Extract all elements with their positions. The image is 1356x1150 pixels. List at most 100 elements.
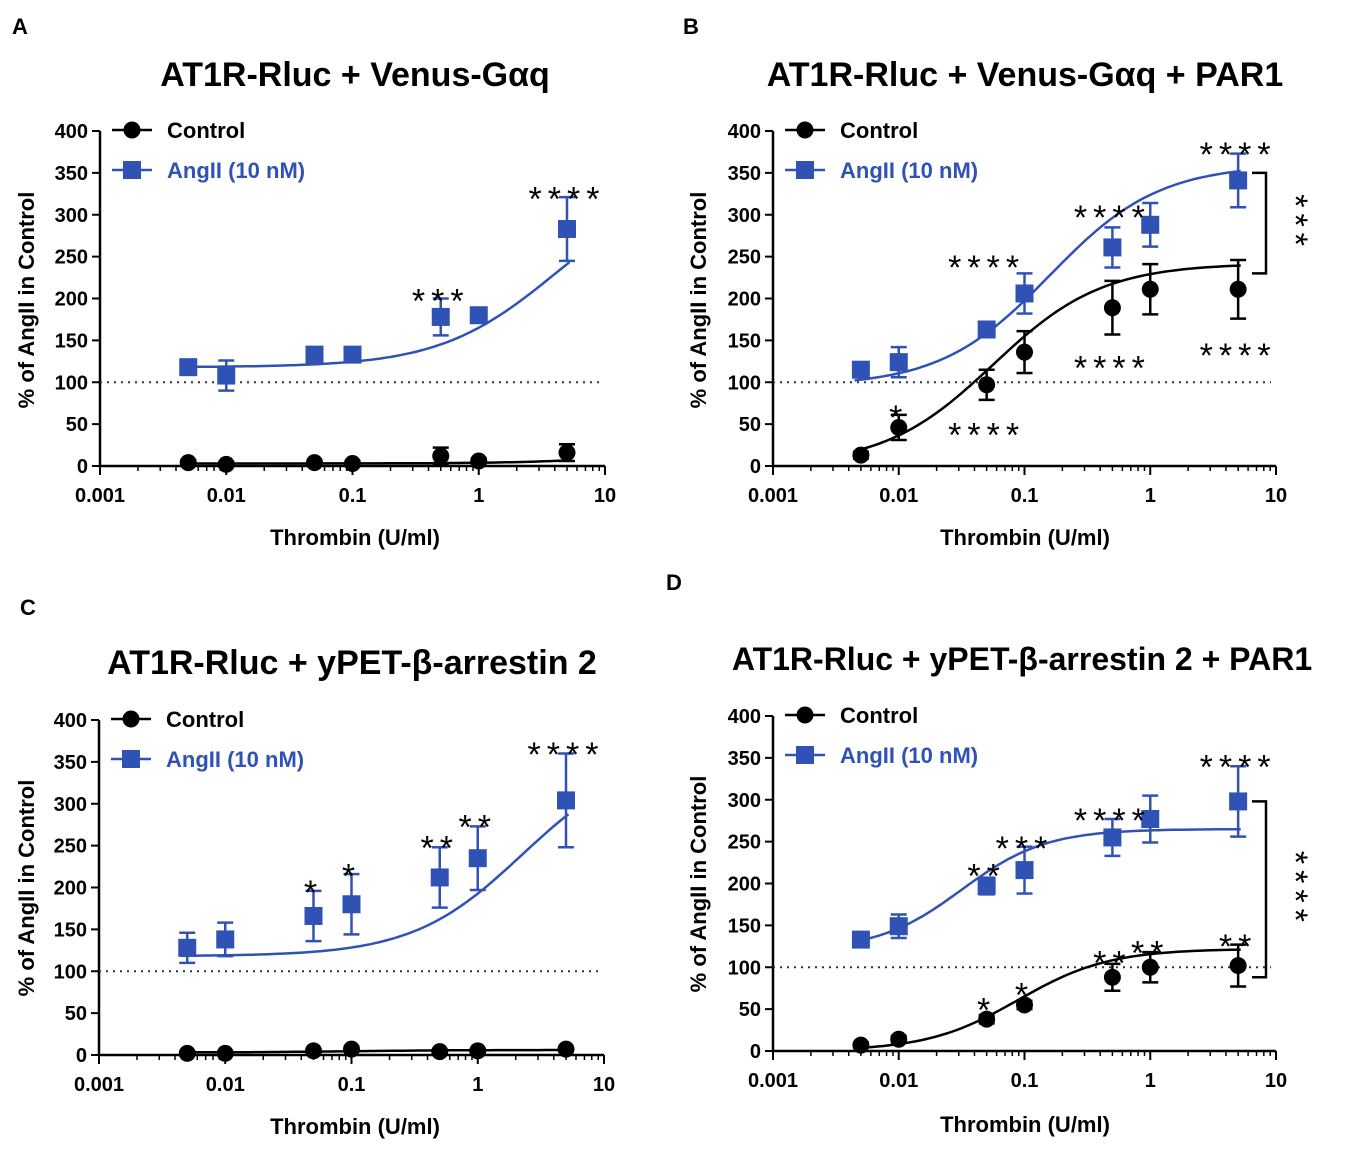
control-fit-curve <box>854 948 1241 1050</box>
angii-point <box>1103 828 1122 847</box>
y-tick-label: 100 <box>54 961 87 983</box>
significance-marker: **** <box>529 180 606 218</box>
panel-c: C AT1R-Rluc + yPET-β-arrestin 2 0 50 100 15… <box>14 595 615 1139</box>
angii-point <box>889 353 908 372</box>
control-point <box>890 418 908 436</box>
control-point <box>1103 299 1121 317</box>
x-tick-label: 10 <box>593 1074 615 1096</box>
panel-d: D AT1R-Rluc + yPET-β-arrestin 2 + PAR1 0… <box>666 570 1314 1137</box>
panel-b-title: AT1R-Rluc + Venus-Gαq + PAR1 <box>767 56 1284 94</box>
panel-letter-b: B <box>683 14 699 39</box>
panel-a-plot: 0 50 100 150 200 250 300 350 400 0.001 0.01 0.1 1 10 C… <box>55 118 617 507</box>
y-tick-label: 300 <box>728 205 761 227</box>
legend-control-label: Control <box>166 707 244 732</box>
angii-point <box>178 938 197 957</box>
y-tick-label: 350 <box>54 752 87 774</box>
significance-marker: *** <box>412 283 470 321</box>
y-tick-label: 400 <box>728 706 761 728</box>
y-tick-label: 200 <box>54 878 87 900</box>
angii-fit-curve <box>181 261 571 369</box>
y-tick-label: 0 <box>77 456 88 478</box>
control-point <box>1229 280 1247 298</box>
panel-b-x-label: Thrombin (U/ml) <box>940 525 1110 550</box>
panel-a: A AT1R-Rluc + Venus-Gαq 0 50 100 150 200 250 3… <box>12 14 616 550</box>
control-point <box>432 447 450 465</box>
control-point <box>1141 280 1159 298</box>
legend-control-label: Control <box>167 118 245 143</box>
angii-fit-curve <box>854 169 1241 382</box>
control-point <box>1016 343 1033 361</box>
significance-marker: * <box>304 874 323 912</box>
panel-c-x-label: Thrombin (U/ml) <box>270 1114 440 1139</box>
control-fit-curve <box>854 264 1241 453</box>
significance-marker: * <box>342 857 361 895</box>
panel-letter-d: D <box>666 570 682 595</box>
control-point <box>305 454 323 472</box>
y-tick-label: 0 <box>76 1045 87 1067</box>
x-tick-label: 1 <box>1145 485 1156 507</box>
x-tick-label: 0.1 <box>1011 1070 1039 1092</box>
y-tick-label: 100 <box>728 372 761 394</box>
angii-point <box>851 930 870 949</box>
angii-point <box>216 930 235 949</box>
control-point <box>178 1044 196 1062</box>
y-tick-label: 150 <box>728 915 761 937</box>
significance-marker: ** <box>967 857 1005 895</box>
legend-angii-marker <box>122 750 140 768</box>
comparison-bracket <box>1252 171 1268 275</box>
legend-angii-label: AngII (10 nM) <box>166 747 304 772</box>
significance-marker: * <box>977 991 996 1029</box>
control-fit-curve <box>181 459 570 465</box>
y-tick-label: 300 <box>728 790 761 812</box>
x-tick-label: 10 <box>1265 1070 1287 1092</box>
significance-marker: * <box>1015 976 1034 1014</box>
legend-angii-label: AngII (10 nM) <box>840 743 978 768</box>
significance-marker: **** <box>528 736 605 774</box>
angii-point <box>1103 238 1122 257</box>
y-tick-label: 400 <box>55 121 88 143</box>
x-tick-label: 1 <box>472 1074 483 1096</box>
y-tick-label: 250 <box>728 832 761 854</box>
y-tick-label: 350 <box>728 163 761 185</box>
significance-marker: *** <box>996 830 1054 868</box>
significance-marker: **** <box>1074 199 1151 237</box>
y-tick-label: 300 <box>55 205 88 227</box>
angii-point <box>468 849 487 868</box>
panel-a-title: AT1R-Rluc + Venus-Gαq <box>160 56 550 94</box>
x-tick-label: 0.001 <box>74 1074 124 1096</box>
angii-point <box>977 877 996 896</box>
legend-angii-marker <box>123 161 141 179</box>
control-point <box>890 1030 908 1048</box>
significance-marker: **** <box>1200 337 1277 375</box>
angii-point <box>1015 861 1034 880</box>
legend-control-label: Control <box>840 118 918 143</box>
control-point <box>431 1043 449 1061</box>
control-point <box>978 376 996 394</box>
significance-marker: **** <box>1200 749 1277 787</box>
x-tick-label: 1 <box>473 485 484 507</box>
panel-b-y-label: % of AngII in Control <box>686 192 711 409</box>
control-point <box>1103 968 1121 986</box>
angii-fit-curve <box>854 827 1241 943</box>
y-tick-label: 150 <box>728 330 761 352</box>
angii-point <box>1229 792 1248 811</box>
y-tick-label: 200 <box>55 289 88 311</box>
significance-marker: ** <box>421 830 459 868</box>
control-point <box>1016 996 1033 1014</box>
control-point <box>978 1010 996 1028</box>
y-tick-label: 50 <box>66 414 88 436</box>
y-tick-label: 0 <box>750 456 761 478</box>
legend-angii-marker <box>796 161 814 179</box>
x-tick-label: 0.1 <box>338 1074 366 1096</box>
y-tick-label: 250 <box>54 836 87 858</box>
x-tick-label: 1 <box>1145 1070 1156 1092</box>
significance-marker: ** <box>1131 935 1169 973</box>
x-tick-label: 0.1 <box>1011 485 1039 507</box>
y-tick-label: 150 <box>54 919 87 941</box>
panel-c-title: AT1R-Rluc + yPET-β-arrestin 2 <box>107 644 597 682</box>
control-point <box>470 452 488 470</box>
control-point <box>343 1040 360 1058</box>
significance-marker: ** <box>1219 928 1257 966</box>
panel-c-y-label: % of AngII in Control <box>14 780 39 997</box>
